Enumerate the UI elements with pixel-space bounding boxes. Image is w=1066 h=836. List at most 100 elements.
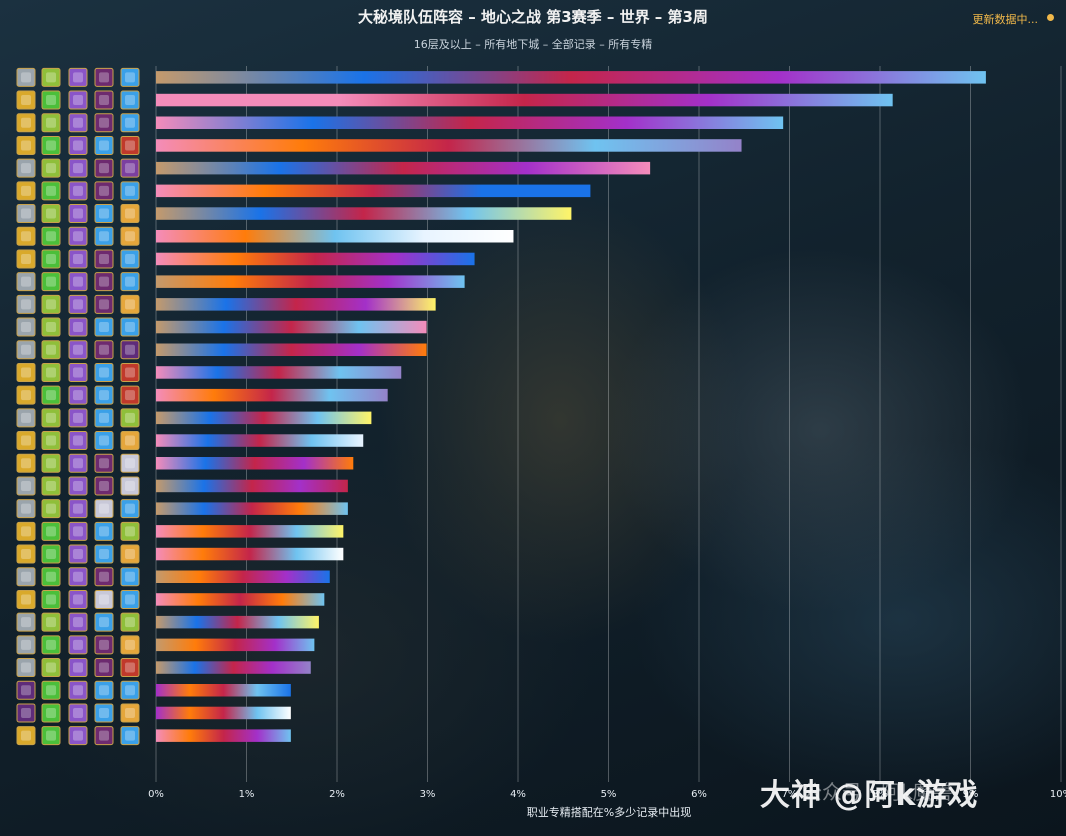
- bar[interactable]: [156, 570, 330, 584]
- bar[interactable]: [156, 638, 315, 652]
- bar[interactable]: [156, 184, 591, 198]
- priest-icon: [68, 385, 88, 405]
- bar[interactable]: [156, 161, 651, 175]
- hunter-icon: [120, 521, 140, 541]
- healer-druid-icon: [41, 544, 61, 564]
- mage-icon: [94, 408, 114, 428]
- x-tick-label: 8%: [872, 789, 888, 800]
- bar[interactable]: [156, 525, 344, 538]
- bar[interactable]: [156, 320, 427, 334]
- priest-icon: [68, 317, 88, 337]
- bar[interactable]: [156, 71, 986, 84]
- healer-druid-icon: [41, 272, 61, 292]
- paladin-tank-icon: [16, 453, 36, 473]
- priest-icon: [68, 158, 88, 178]
- mage-icon: [94, 680, 114, 700]
- priest-icon: [68, 635, 88, 655]
- priest-icon: [68, 204, 88, 224]
- bar[interactable]: [156, 457, 354, 470]
- mage-icon: [120, 90, 140, 110]
- bar[interactable]: [156, 207, 572, 220]
- bar[interactable]: [156, 116, 784, 130]
- mage-icon: [94, 703, 114, 723]
- rogue-icon: [94, 113, 114, 133]
- hunter-icon: [41, 158, 61, 178]
- bar[interactable]: [156, 661, 311, 674]
- priest-icon: [68, 453, 88, 473]
- bar[interactable]: [156, 593, 325, 606]
- paladin-tank-icon: [16, 113, 36, 133]
- mage-icon: [94, 362, 114, 382]
- bar[interactable]: [156, 275, 465, 288]
- monk-icon: [120, 294, 140, 314]
- healer-druid-icon: [41, 226, 61, 246]
- healer-druid-icon: [41, 680, 61, 700]
- mage-icon: [94, 612, 114, 632]
- x-tick-label: 5%: [601, 789, 617, 800]
- bar[interactable]: [156, 547, 344, 561]
- rogue-icon: [94, 453, 114, 473]
- tank-icon: [16, 67, 36, 87]
- tank-icon: [16, 317, 36, 337]
- paladin-tank-icon: [16, 431, 36, 451]
- mage-icon: [94, 431, 114, 451]
- watermark: 大神 @阿k游戏: [760, 778, 979, 813]
- dk-icon: [120, 453, 140, 473]
- bar[interactable]: [156, 230, 514, 243]
- priest-icon: [68, 408, 88, 428]
- hunter-icon: [120, 408, 140, 428]
- rogue-icon: [94, 567, 114, 587]
- hunter-icon: [41, 362, 61, 382]
- hunter-icon: [41, 204, 61, 224]
- hunter-icon: [41, 658, 61, 678]
- bar[interactable]: [156, 411, 372, 425]
- rogue-icon: [94, 658, 114, 678]
- bar[interactable]: [156, 343, 427, 357]
- healer-druid-icon: [41, 589, 61, 609]
- bar[interactable]: [156, 434, 364, 447]
- priest-icon: [68, 544, 88, 564]
- paladin-tank-icon: [16, 521, 36, 541]
- hunter-icon: [41, 612, 61, 632]
- priest-icon: [68, 181, 88, 201]
- rogue-icon: [94, 635, 114, 655]
- paladin-tank-icon: [16, 226, 36, 246]
- paladin-tank-icon: [16, 90, 36, 110]
- healer-druid-icon: [41, 521, 61, 541]
- monk-icon: [120, 635, 140, 655]
- tank-icon: [16, 612, 36, 632]
- bar[interactable]: [156, 366, 402, 379]
- bar[interactable]: [156, 615, 319, 629]
- bar[interactable]: [156, 706, 291, 720]
- tank-icon: [16, 635, 36, 655]
- x-tick-label: 4%: [510, 789, 526, 800]
- bar[interactable]: [156, 93, 893, 107]
- priest-icon: [68, 658, 88, 678]
- bar[interactable]: [156, 684, 291, 697]
- paladin-tank-icon: [16, 544, 36, 564]
- healer-druid-icon: [41, 90, 61, 110]
- paladin-tank-icon: [16, 385, 36, 405]
- tank-icon: [16, 204, 36, 224]
- priest-icon: [68, 67, 88, 87]
- rogue-icon: [94, 249, 114, 269]
- bar[interactable]: [156, 502, 348, 515]
- paladin-tank-icon: [16, 362, 36, 382]
- mage-icon: [120, 726, 140, 746]
- bar[interactable]: [156, 252, 475, 266]
- bar[interactable]: [156, 729, 291, 742]
- healer-druid-icon: [41, 385, 61, 405]
- healer-druid-icon: [41, 135, 61, 155]
- rogue-icon: [94, 340, 114, 360]
- x-tick-label: 6%: [691, 789, 707, 800]
- bar[interactable]: [156, 388, 388, 402]
- x-tick-label: 10%: [1050, 789, 1066, 800]
- warrior-icon: [120, 135, 140, 155]
- bar[interactable]: [156, 479, 348, 493]
- tank-icon: [16, 567, 36, 587]
- bar[interactable]: [156, 298, 436, 311]
- mage-icon: [94, 226, 114, 246]
- paladin-tank-icon: [16, 726, 36, 746]
- bar[interactable]: [156, 139, 742, 152]
